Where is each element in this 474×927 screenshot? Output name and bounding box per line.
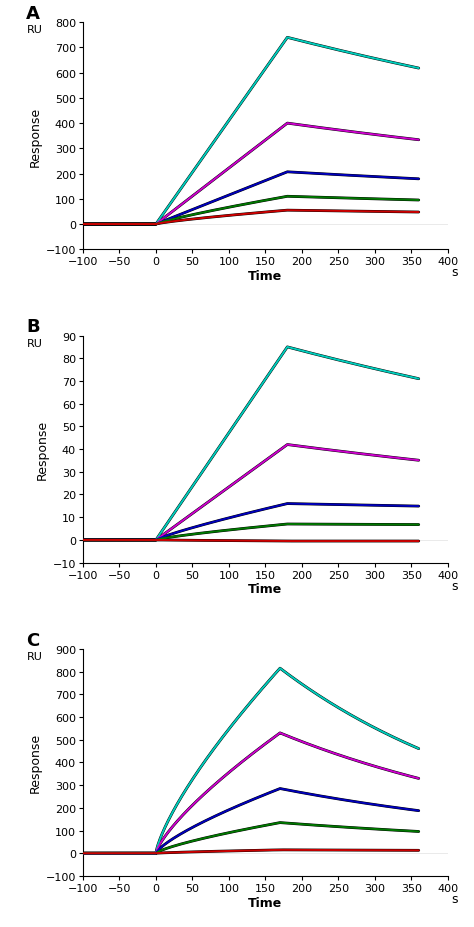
- Text: C: C: [27, 631, 40, 649]
- Text: RU: RU: [27, 338, 42, 349]
- Text: s: s: [452, 266, 458, 279]
- Y-axis label: Response: Response: [28, 732, 41, 793]
- Text: RU: RU: [27, 652, 42, 662]
- X-axis label: Time: Time: [248, 583, 283, 596]
- Text: A: A: [27, 5, 40, 23]
- Text: s: s: [452, 892, 458, 905]
- Text: s: s: [452, 578, 458, 591]
- Text: B: B: [27, 318, 40, 336]
- X-axis label: Time: Time: [248, 895, 283, 908]
- Y-axis label: Response: Response: [28, 107, 41, 167]
- Y-axis label: Response: Response: [36, 420, 48, 479]
- Text: RU: RU: [27, 25, 42, 35]
- X-axis label: Time: Time: [248, 270, 283, 283]
